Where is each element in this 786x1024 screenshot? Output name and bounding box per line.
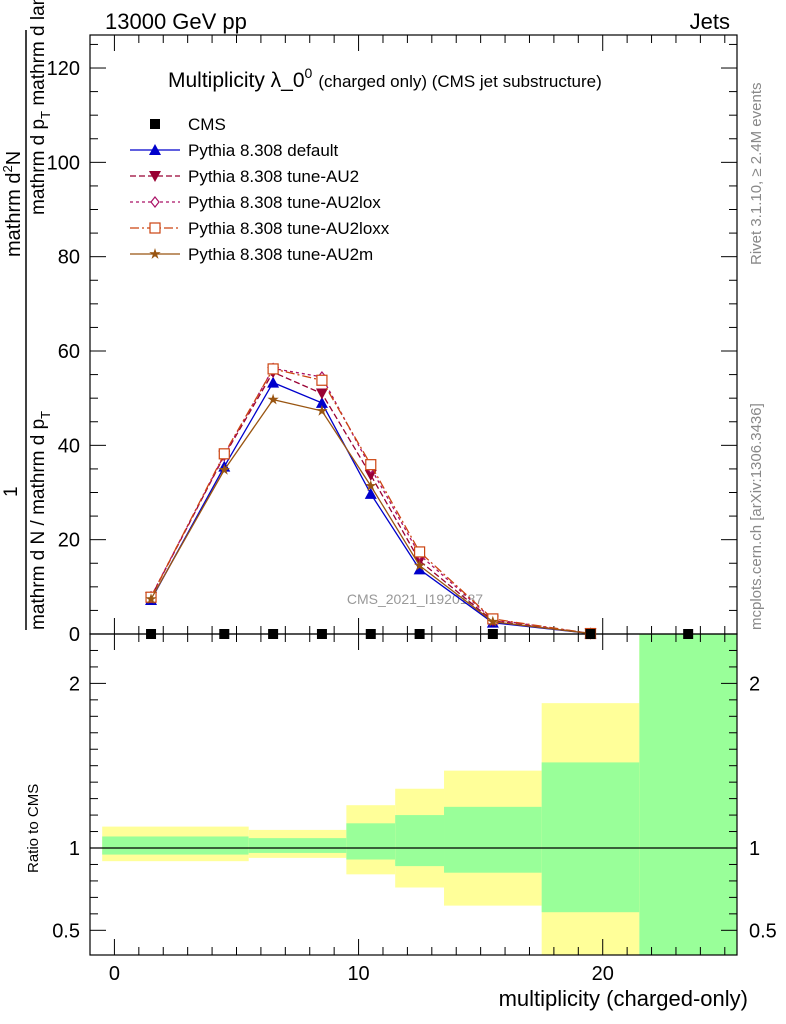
plot-title: Multiplicity λ_00 (charged only) (CMS jet… bbox=[168, 65, 602, 92]
ylabel-denominator-top: mathrm d pT mathrm d lambda bbox=[28, 0, 53, 215]
series-point-4 bbox=[145, 593, 157, 604]
legend-marker-5 bbox=[149, 248, 161, 259]
cms-data-point bbox=[268, 629, 279, 639]
legend-label-5: Pythia 8.308 tune-AU2m bbox=[188, 245, 373, 264]
ratio-tick-label: 1 bbox=[69, 838, 80, 860]
ratio-band-green-0 bbox=[102, 836, 249, 855]
ratio-tick-label-right: 2 bbox=[749, 673, 760, 695]
ratio-band-green-3 bbox=[395, 815, 445, 867]
cms-data-point bbox=[316, 629, 327, 639]
series-point-0 bbox=[413, 563, 426, 575]
ratio-bands bbox=[102, 634, 737, 955]
x-tick-label: 0 bbox=[109, 963, 120, 985]
series-point-3 bbox=[414, 546, 426, 558]
legend: CMS Pythia 8.308 default Pythia 8.308 tune… bbox=[130, 115, 390, 264]
y-tick-label: 0 bbox=[69, 624, 80, 646]
ratio-band-green-4 bbox=[444, 806, 542, 873]
legend-label-2: Pythia 8.308 tune-AU2 bbox=[188, 167, 359, 186]
series-point-3 bbox=[267, 363, 279, 375]
analysis-watermark: CMS_2021_I1920187 bbox=[347, 591, 483, 607]
legend-marker-4 bbox=[149, 222, 161, 234]
cms-data-point bbox=[683, 629, 694, 639]
y-tick-label: 20 bbox=[58, 530, 80, 552]
cms-data-point bbox=[146, 629, 157, 639]
ratio-band-green-2 bbox=[346, 823, 396, 860]
header-energy: 13000 GeV pp bbox=[105, 9, 247, 34]
legend-label-1: Pythia 8.308 default bbox=[188, 141, 339, 160]
ratio-band-green-6 bbox=[639, 634, 737, 955]
ratio-band-green-5 bbox=[541, 762, 640, 913]
ylabel-denominator-bottom: mathrm d N / mathrm d pT bbox=[28, 411, 53, 630]
series-point-3 bbox=[316, 374, 328, 386]
legend-marker-0 bbox=[150, 119, 160, 129]
ratio-tick-label-right: 0.5 bbox=[749, 920, 777, 942]
ratio-tick-label: 2 bbox=[69, 673, 80, 695]
series-point-3 bbox=[218, 448, 230, 460]
series-point-0 bbox=[364, 487, 377, 499]
series-layer bbox=[145, 362, 694, 640]
legend-label-4: Pythia 8.308 tune-AU2loxx bbox=[188, 219, 390, 238]
mcplots-label: mcplots.cern.ch [arXiv:1306.3436] bbox=[748, 403, 765, 630]
main-axes: 0 20 40 60 80 100 120 bbox=[47, 34, 738, 646]
series-line-4 bbox=[150, 398, 591, 635]
x-axis-label: multiplicity (charged-only) bbox=[499, 986, 748, 1011]
legend-marker-3 bbox=[150, 196, 160, 208]
series-point-0 bbox=[315, 396, 328, 408]
cms-data-point bbox=[365, 629, 376, 639]
series-point-1 bbox=[315, 388, 328, 400]
cms-data-point bbox=[414, 629, 425, 639]
cms-data-point bbox=[219, 629, 230, 639]
rivet-label: Rivet 3.1.10, ≥ 2.4M events bbox=[748, 83, 765, 266]
x-tick-label: 10 bbox=[347, 963, 369, 985]
legend-marker-1 bbox=[149, 144, 161, 155]
y-tick-label: 120 bbox=[47, 58, 80, 80]
series-point-0 bbox=[267, 376, 280, 388]
y-tick-label: 60 bbox=[58, 341, 80, 363]
series-point-3 bbox=[365, 459, 377, 471]
ratio-tick-label-right: 1 bbox=[749, 838, 760, 860]
legend-marker-2 bbox=[149, 171, 161, 182]
y-axis-label: mathrm d2N mathrm d pT mathrm d lambda 1… bbox=[0, 0, 53, 630]
series-point-4 bbox=[267, 393, 279, 405]
ylabel-prefactor: 1 bbox=[1, 486, 22, 497]
series-point-4 bbox=[413, 559, 426, 571]
legend-label-3: Pythia 8.308 tune-AU2lox bbox=[188, 193, 381, 212]
x-tick-label: 20 bbox=[592, 963, 614, 985]
series-point-4 bbox=[316, 404, 328, 416]
cms-data-point bbox=[487, 629, 498, 639]
series-line-1 bbox=[150, 371, 591, 635]
ratio-tick-label: 0.5 bbox=[52, 920, 80, 942]
legend-label-0: CMS bbox=[188, 115, 226, 134]
series-point-1 bbox=[364, 470, 377, 482]
y-tick-label: 40 bbox=[58, 435, 80, 457]
header-jets: Jets bbox=[690, 9, 730, 34]
cms-data-point bbox=[585, 629, 596, 639]
series-point-4 bbox=[487, 615, 499, 627]
y-tick-label: 100 bbox=[47, 152, 80, 174]
ratio-band-green-1 bbox=[248, 838, 347, 853]
y-tick-label: 80 bbox=[58, 247, 80, 269]
series-point-4 bbox=[365, 479, 377, 491]
main-frame bbox=[89, 34, 738, 635]
ylabel-numerator: mathrm d2N bbox=[0, 151, 25, 257]
ratio-ylabel: Ratio to CMS bbox=[25, 784, 42, 873]
series-point-4 bbox=[218, 463, 230, 475]
series-line-3 bbox=[150, 368, 591, 635]
